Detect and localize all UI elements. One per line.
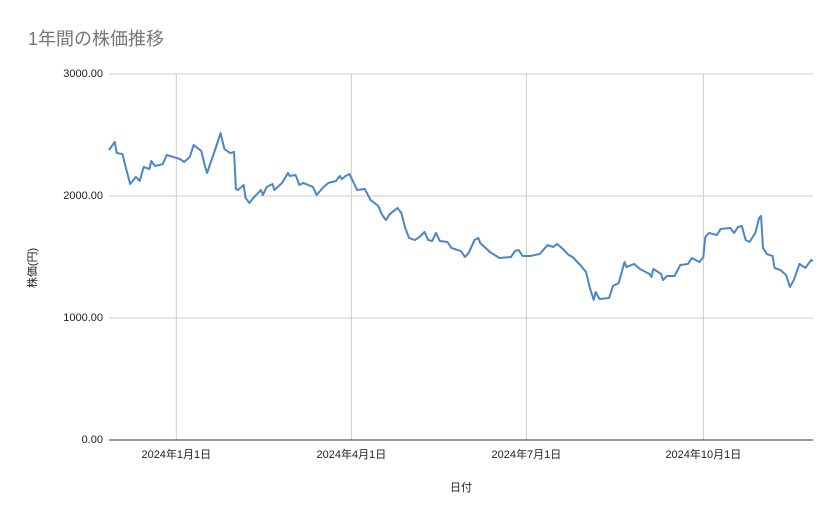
y-axis-label: 株価(円) (25, 248, 39, 288)
y-tick-label: 1000.00 (63, 312, 103, 324)
x-tick-label: 2024年10月1日 (665, 447, 741, 461)
chart-title: 1年間の株価推移 (28, 29, 164, 49)
y-tick-label: 0.00 (82, 434, 103, 446)
y-tick-label: 3000.00 (63, 68, 103, 80)
y-tick-label: 2000.00 (63, 190, 103, 202)
x-tick-label: 2024年7月1日 (492, 447, 562, 461)
price-line (108, 132, 814, 301)
x-axis-label: 日付 (450, 481, 472, 494)
x-tick-label: 2024年1月1日 (141, 447, 211, 461)
x-tick-label: 2024年4月1日 (317, 447, 387, 461)
